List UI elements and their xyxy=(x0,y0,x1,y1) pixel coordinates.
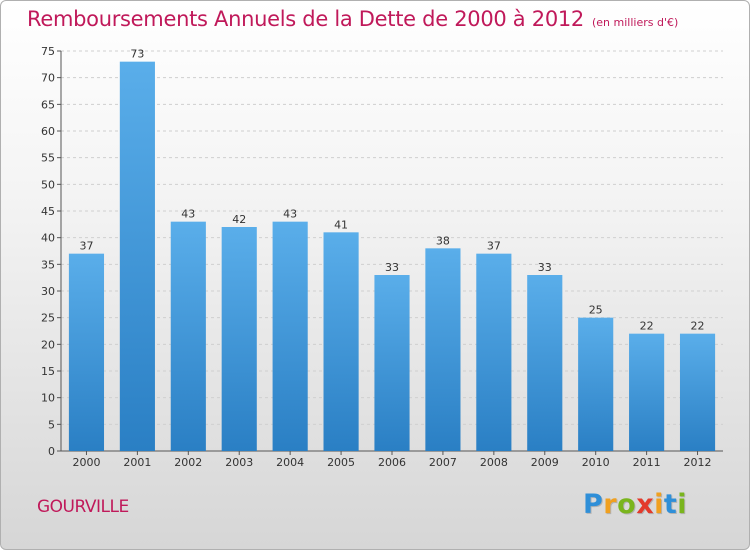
x-tick-label: 2004 xyxy=(276,456,304,469)
bar xyxy=(221,227,257,451)
logo-letter: o xyxy=(617,489,637,520)
bar xyxy=(629,333,665,451)
place-name: GOURVILLE xyxy=(37,497,129,517)
y-tick-label: 35 xyxy=(41,258,55,271)
y-tick-label: 25 xyxy=(41,312,55,325)
x-tick-label: 2006 xyxy=(378,456,406,469)
data-label: 37 xyxy=(79,240,93,253)
labels: 0 5 10 15 20 25 30 35 40 45 50 55 60 65 70 75 37 2000 73 20… xyxy=(41,45,712,469)
logo-letter: i xyxy=(677,489,688,520)
y-tick-label: 55 xyxy=(41,152,55,165)
chart-title-text: Remboursements Annuels de la Dette de 20… xyxy=(27,7,584,31)
logo-letter: P xyxy=(583,489,604,520)
x-tick-label: 2007 xyxy=(429,456,457,469)
y-tick-label: 5 xyxy=(48,418,55,431)
x-tick-label: 2009 xyxy=(531,456,559,469)
y-tick-label: 10 xyxy=(41,392,55,405)
bars xyxy=(68,61,716,452)
data-label: 38 xyxy=(436,234,450,247)
data-label: 33 xyxy=(538,261,552,274)
x-tick-label: 2001 xyxy=(123,456,151,469)
chart-subtitle: (en milliers d'€) xyxy=(592,16,679,29)
data-label: 37 xyxy=(487,240,501,253)
x-tick-label: 2003 xyxy=(225,456,253,469)
bar xyxy=(425,248,461,451)
x-tick-label: 2010 xyxy=(582,456,610,469)
data-label: 73 xyxy=(130,48,144,61)
x-tick-label: 2011 xyxy=(633,456,661,469)
x-tick-label: 2000 xyxy=(72,456,100,469)
logo-letter: r xyxy=(603,489,618,520)
proxiti-logo: Proxiti xyxy=(583,489,687,520)
x-tick-label: 2002 xyxy=(174,456,202,469)
data-label: 41 xyxy=(334,218,348,231)
data-label: 22 xyxy=(640,320,654,333)
data-label: 43 xyxy=(283,208,297,221)
data-label: 33 xyxy=(385,261,399,274)
y-tick-label: 20 xyxy=(41,338,55,351)
y-tick-label: 50 xyxy=(41,178,55,191)
y-tick-label: 45 xyxy=(41,205,55,218)
y-tick-label: 65 xyxy=(41,98,55,111)
data-label: 25 xyxy=(589,304,603,317)
logo-letter: t xyxy=(663,489,678,520)
x-tick-label: 2012 xyxy=(684,456,712,469)
logo-letter: i xyxy=(654,489,664,520)
bar xyxy=(527,275,563,451)
logo-letter: x xyxy=(636,489,655,520)
data-label: 43 xyxy=(181,208,195,221)
bar xyxy=(323,232,359,451)
y-tick-label: 40 xyxy=(41,232,55,245)
data-label: 42 xyxy=(232,213,246,226)
chart-title: Remboursements Annuels de la Dette de 20… xyxy=(27,7,678,31)
bar xyxy=(272,221,308,451)
y-tick-label: 0 xyxy=(48,445,55,458)
y-tick-label: 75 xyxy=(41,45,55,58)
y-tick-label: 70 xyxy=(41,72,55,85)
x-tick-label: 2005 xyxy=(327,456,355,469)
x-tick-label: 2008 xyxy=(480,456,508,469)
y-tick-label: 15 xyxy=(41,365,55,378)
data-label: 22 xyxy=(691,320,705,333)
bar xyxy=(119,61,155,452)
y-tick-label: 60 xyxy=(41,125,55,138)
y-tick-label: 30 xyxy=(41,285,55,298)
bar xyxy=(68,253,105,451)
bar xyxy=(578,317,614,451)
bar xyxy=(679,333,716,451)
bar xyxy=(476,253,512,451)
bar xyxy=(170,221,206,451)
bar xyxy=(374,275,410,451)
